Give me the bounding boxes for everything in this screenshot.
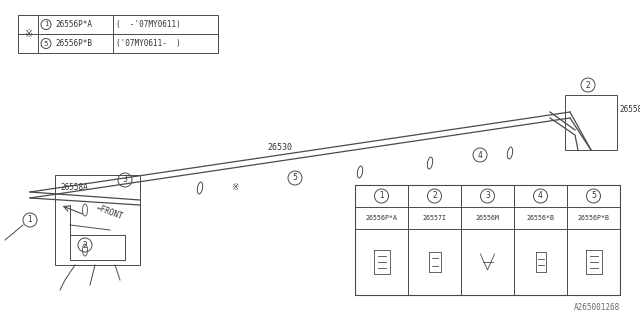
Text: 26556P*A: 26556P*A [55, 20, 92, 29]
Text: 3: 3 [123, 175, 127, 185]
Text: ←FRONT: ←FRONT [95, 203, 124, 221]
Text: 2: 2 [83, 241, 88, 250]
Text: 26556P*B: 26556P*B [577, 215, 609, 221]
Text: 26556P*A: 26556P*A [365, 215, 397, 221]
Text: 26530: 26530 [268, 143, 292, 153]
Text: 4: 4 [477, 150, 483, 159]
Text: 5: 5 [591, 191, 596, 201]
Text: ※: ※ [231, 183, 239, 193]
Text: ('07MY0611-  ): ('07MY0611- ) [116, 39, 180, 48]
Text: 2: 2 [586, 81, 590, 90]
Text: 26557I: 26557I [422, 215, 447, 221]
Text: 26556*B: 26556*B [527, 215, 554, 221]
Text: A265001268: A265001268 [573, 303, 620, 312]
Text: 1: 1 [28, 215, 33, 225]
Text: 26556P*B: 26556P*B [55, 39, 92, 48]
Bar [565, 95, 617, 150]
Text: 1: 1 [379, 191, 384, 201]
Text: 26558B: 26558B [619, 106, 640, 115]
Text: 5: 5 [292, 173, 298, 182]
Text: 5: 5 [44, 41, 48, 46]
Text: 4: 4 [538, 191, 543, 201]
Text: (  -'07MY0611): ( -'07MY0611) [116, 20, 180, 29]
Text: 3: 3 [485, 191, 490, 201]
Text: 26556M: 26556M [476, 215, 499, 221]
Text: 1: 1 [44, 21, 48, 28]
Bar [355, 185, 620, 295]
Text: ※: ※ [24, 29, 32, 39]
Text: 2: 2 [432, 191, 437, 201]
Bar [55, 175, 140, 265]
Bar [18, 15, 218, 53]
Bar [70, 235, 125, 260]
Text: 26558A: 26558A [60, 182, 88, 191]
